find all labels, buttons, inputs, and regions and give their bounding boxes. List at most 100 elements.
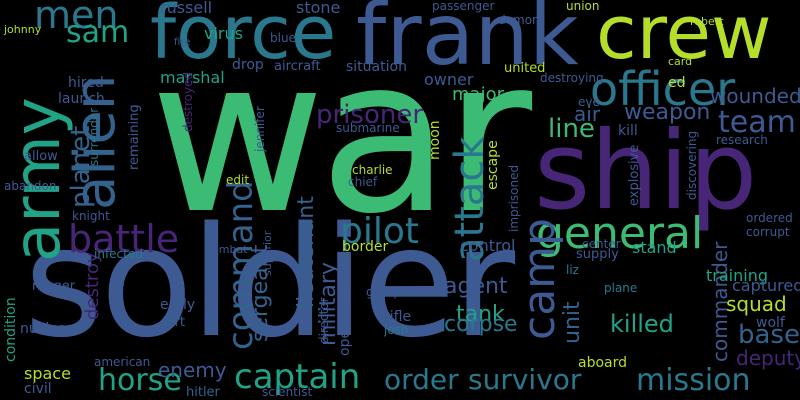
word-chief: chief (348, 175, 378, 189)
word-fire: fire (174, 37, 191, 48)
word-josh: josh (384, 323, 409, 337)
word-captain: captain (234, 357, 361, 397)
word-corrupt: corrupt (746, 225, 790, 239)
word-charlie: charlie (352, 163, 393, 177)
word-imprisoned: imprisoned (507, 164, 521, 232)
word-robert: robert (690, 15, 724, 28)
word-ed: ed (668, 75, 686, 91)
word-kill: kill (618, 123, 638, 139)
word-border: border (342, 239, 389, 255)
word-frank: frank (356, 0, 579, 85)
word-pilot: pilot (340, 211, 419, 252)
word-wolf: wolf (756, 315, 785, 331)
word-lieutenant: lieutenant (294, 196, 319, 308)
word-line: line (548, 114, 595, 144)
word-card: card (668, 55, 693, 68)
word-stand: stand (632, 238, 677, 257)
word-marshal: marshal (160, 68, 225, 87)
word-situation: situation (346, 59, 407, 75)
word-major: major (452, 84, 504, 105)
word-stone: stone (296, 0, 341, 17)
word-abandon: abandon (4, 179, 57, 193)
word-commander: commander (708, 241, 732, 362)
word-officer: officer (590, 62, 736, 116)
word-director: director (317, 297, 331, 344)
word-early: early (160, 297, 196, 313)
word-plane: plane (604, 281, 638, 295)
word-fort: fort (162, 315, 185, 330)
word-condition: condition (3, 297, 19, 362)
word-ship: ship (534, 109, 758, 234)
word-unit: unit (560, 301, 585, 344)
word-enemy: enemy (158, 358, 227, 382)
word-squad: squad (726, 292, 787, 316)
word-group: group (366, 285, 401, 299)
word-johnny: johnny (4, 23, 42, 36)
word-mission: mission (636, 363, 751, 398)
word-ranger: ranger (32, 279, 76, 294)
word-union: union (566, 0, 600, 13)
word-control: control (460, 236, 516, 255)
word-hitler: hitler (186, 385, 220, 400)
word-general: general (536, 208, 704, 259)
word-rifle: rifle (384, 309, 412, 325)
word-eve: eve (578, 95, 600, 109)
word-crew: crew (596, 0, 772, 76)
word-moon: moon (427, 120, 443, 160)
word-agent: agent (444, 274, 508, 299)
word-corpse: corpse (444, 312, 518, 337)
word-force: force (150, 0, 337, 76)
word-american: american (94, 355, 151, 369)
word-allow: allow (24, 149, 58, 164)
word-destroying: destroying (540, 71, 604, 85)
word-sam: sam (66, 15, 130, 50)
word-air: air (574, 102, 601, 126)
word-superior: superior (261, 230, 274, 276)
word-men: men (34, 0, 119, 37)
word-submarine: submarine (336, 121, 400, 135)
word-demon: demon (498, 13, 540, 27)
word-discovering: discovering (685, 130, 699, 200)
word-survivor: survivor (468, 363, 582, 396)
word-jennifer: jennifer (253, 106, 267, 152)
word-passenger: passenger (432, 0, 495, 13)
word-liz: liz (566, 263, 579, 277)
word-camp: camp (514, 218, 565, 340)
word-combat: combat (206, 243, 248, 256)
word-civil: civil (24, 381, 52, 397)
word-captured: captured (732, 276, 800, 295)
word-edit: edit (226, 173, 250, 187)
word-ordered: ordered (746, 211, 793, 225)
word-killed: killed (610, 310, 674, 338)
word-horse: horse (98, 363, 182, 398)
word-destroyed: destroyed (181, 71, 195, 132)
word-aboard: aboard (578, 355, 628, 371)
word-knight: knight (72, 209, 110, 223)
word-war: war (150, 12, 532, 261)
word-weapon: weapon (624, 100, 711, 125)
word-russell: russell (160, 0, 213, 17)
word-tank: tank (456, 302, 505, 327)
word-operation: operation (337, 288, 353, 356)
word-supply: supply (576, 247, 619, 262)
word-nuclear: nuclear (20, 321, 73, 337)
word-owner: owner (424, 70, 474, 89)
word-explosive: explosive (627, 144, 642, 206)
word-soldier: soldier (24, 194, 515, 371)
word-infected: infected (94, 247, 143, 261)
word-center: center (582, 237, 621, 251)
word-training: training (706, 266, 768, 285)
word-remaining: remaining (127, 104, 142, 170)
word-wounded: wounded (710, 84, 800, 108)
word-team: team (718, 105, 796, 140)
word-destroy: destroy (82, 252, 103, 320)
word-united: united (504, 61, 546, 76)
word-escape: escape (485, 140, 501, 190)
word-virus: virus (204, 24, 243, 43)
word-base: base (738, 320, 800, 350)
word-order: order (384, 363, 459, 396)
word-research: research (716, 133, 768, 147)
word-aircraft: aircraft (274, 59, 321, 74)
word-scientist: scientist (262, 385, 313, 399)
